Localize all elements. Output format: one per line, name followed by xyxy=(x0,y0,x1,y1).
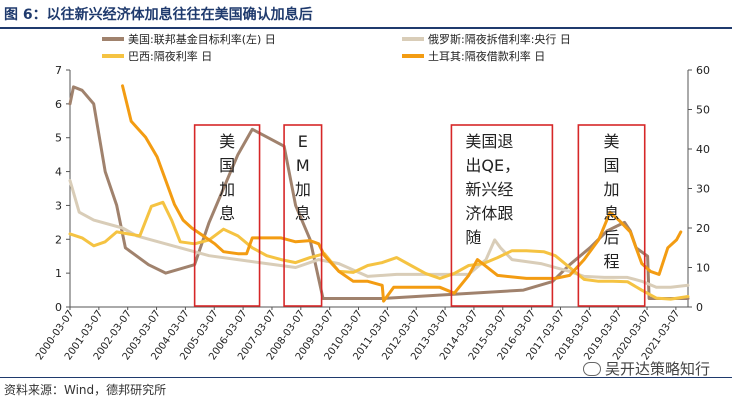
left-tick-label: 6 xyxy=(55,98,62,111)
right-tick-label: 40 xyxy=(696,143,710,156)
annotation-line: 随 xyxy=(465,228,481,247)
annotation-char: 程 xyxy=(604,252,620,271)
watermark-text: 吴开达策略知行 xyxy=(604,360,710,378)
annotation-box-4 xyxy=(577,124,646,307)
annotation-line: 出QE， xyxy=(465,156,520,175)
annotation-box-2 xyxy=(283,124,323,307)
annotation-char: 国 xyxy=(219,156,235,175)
right-tick-label: 20 xyxy=(696,222,710,235)
annotation-char: M xyxy=(296,156,310,175)
annotation-char: 息 xyxy=(219,204,235,223)
left-tick-label: 4 xyxy=(55,166,62,179)
right-tick-label: 10 xyxy=(696,262,710,275)
annotation-char: 国 xyxy=(604,156,620,175)
source-note: 资料来源：Wind，德邦研究所 xyxy=(4,383,167,397)
right-tick-label: 60 xyxy=(696,64,710,77)
annotation-char: 加 xyxy=(219,180,235,199)
legend-label-1: 美国:联邦基金目标利率(左) 日 xyxy=(128,32,276,46)
annotation-char: 后 xyxy=(604,228,620,247)
chart-title: 图 6：以往新兴经济体加息往往在美国确认加息后 xyxy=(4,7,313,23)
legend-label-2: 俄罗斯:隔夜拆借利率:央行 日 xyxy=(428,32,571,46)
right-tick-label: 30 xyxy=(696,183,710,196)
title-divider xyxy=(0,27,732,29)
wechat-icon xyxy=(582,361,601,376)
annotation-char: 息 xyxy=(295,204,311,223)
left-tick-label: 5 xyxy=(55,132,62,145)
footer-divider xyxy=(0,377,732,378)
annotation-line: 美国退 xyxy=(465,132,513,151)
series-line-1 xyxy=(68,85,690,300)
annotation-line: 新兴经 xyxy=(465,180,513,199)
left-tick-label: 2 xyxy=(55,233,62,246)
legend-label-4: 土耳其:隔夜借款利率 日 xyxy=(428,49,545,63)
annotation-box-3 xyxy=(450,124,554,307)
left-tick-label: 7 xyxy=(55,64,62,77)
left-tick-label: 1 xyxy=(55,267,62,280)
legend-label-3: 巴西:隔夜利率 日 xyxy=(128,49,212,63)
right-tick-label: 0 xyxy=(696,301,703,314)
series-line-3 xyxy=(68,200,690,301)
annotation-char: 加 xyxy=(295,180,311,199)
annotation-char: 美 xyxy=(604,132,620,151)
annotation-char: 加 xyxy=(604,180,620,199)
annotation-char: 美 xyxy=(219,132,235,151)
series-line-4 xyxy=(121,84,683,303)
left-tick-label: 0 xyxy=(55,301,62,314)
watermark: 吴开达策略知行 xyxy=(582,358,710,379)
left-tick-label: 3 xyxy=(55,199,62,212)
annotation-char: E xyxy=(298,132,308,151)
annotation-line: 济体跟 xyxy=(465,204,513,223)
annotation-char: 息 xyxy=(604,204,620,223)
right-tick-label: 50 xyxy=(696,104,710,117)
annotation-box-1 xyxy=(193,124,261,307)
